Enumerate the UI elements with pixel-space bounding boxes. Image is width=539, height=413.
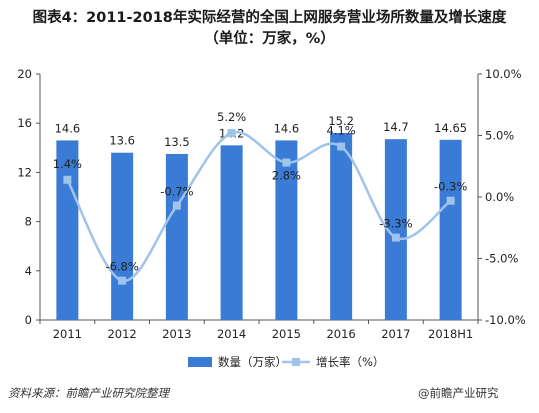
right-tick-label: -10.0% [485,313,526,327]
x-tick-label: 2012 [107,327,136,341]
growth-rate-point [227,129,236,138]
left-tick-label: 20 [17,67,32,81]
legend-bar-swatch [188,357,212,367]
bar [56,140,79,320]
left-tick-label: 16 [17,116,32,130]
bar [165,153,188,320]
left-tick-label: 4 [25,264,32,278]
x-tick-label: 2017 [381,327,410,341]
bar-value-label: 15.2 [328,114,354,128]
growth-rate-point [282,158,291,167]
bar [111,152,134,320]
growth-rate-label: -0.7% [160,185,193,199]
right-tick-label: 5.0% [485,129,514,143]
right-tick-label: -5.0% [485,252,518,266]
legend-line-label: 增长率（%） [316,355,384,369]
bar [439,139,462,320]
bar-value-label: 14.6 [274,121,300,135]
bar [384,139,407,320]
growth-rate-label: 5.2% [217,110,246,124]
watermark-text: @前瞻产业研究 [418,386,499,400]
x-tick-label: 2016 [326,327,355,341]
bar-value-label: 13.6 [109,134,135,148]
bar [330,133,353,320]
legend-bar-label: 数量（万家） [218,355,287,369]
title-line-1: 图表4：2011-2018年实际经营的全国上网服务营业场所数量及增长速度 [32,10,507,26]
growth-rate-label: -0.3% [434,180,467,194]
bar-value-label: 14.6 [55,121,81,135]
bar [275,140,298,320]
growth-rate-label: 4.1% [327,124,356,138]
growth-rate-label: 2.8% [272,169,301,183]
bar-value-label: 13.5 [164,135,190,149]
chart-title: 图表4：2011-2018年实际经营的全国上网服务营业场所数量及增长速度 （单位… [0,8,539,50]
right-tick-label: 0.0% [485,190,514,204]
bar-value-label: 14.65 [434,121,467,135]
source-note: 资料来源：前瞻产业研究院整理 [8,386,169,400]
legend-line-marker [292,358,300,366]
growth-rate-label: 1.4% [53,157,82,171]
left-tick-label: 12 [17,165,32,179]
growth-rate-point [63,175,72,184]
growth-rate-label: -6.8% [105,260,138,274]
bar-value-label: 14.7 [383,120,409,134]
growth-rate-point [391,233,400,242]
x-tick-label: 2018H1 [428,327,473,341]
bar [220,145,243,320]
x-tick-label: 2015 [272,327,301,341]
right-tick-label: 10.0% [485,67,522,81]
growth-rate-label: -3.3% [379,217,412,231]
left-tick-label: 0 [25,313,32,327]
x-tick-label: 2013 [162,327,191,341]
growth-rate-point [337,142,346,151]
growth-rate-point [446,196,455,205]
left-tick-label: 8 [25,215,32,229]
title-line-2: （单位：万家，%） [204,31,335,47]
x-tick-label: 2014 [217,327,246,341]
x-tick-label: 2011 [53,327,82,341]
growth-rate-point [172,201,181,210]
growth-rate-point [118,276,127,285]
